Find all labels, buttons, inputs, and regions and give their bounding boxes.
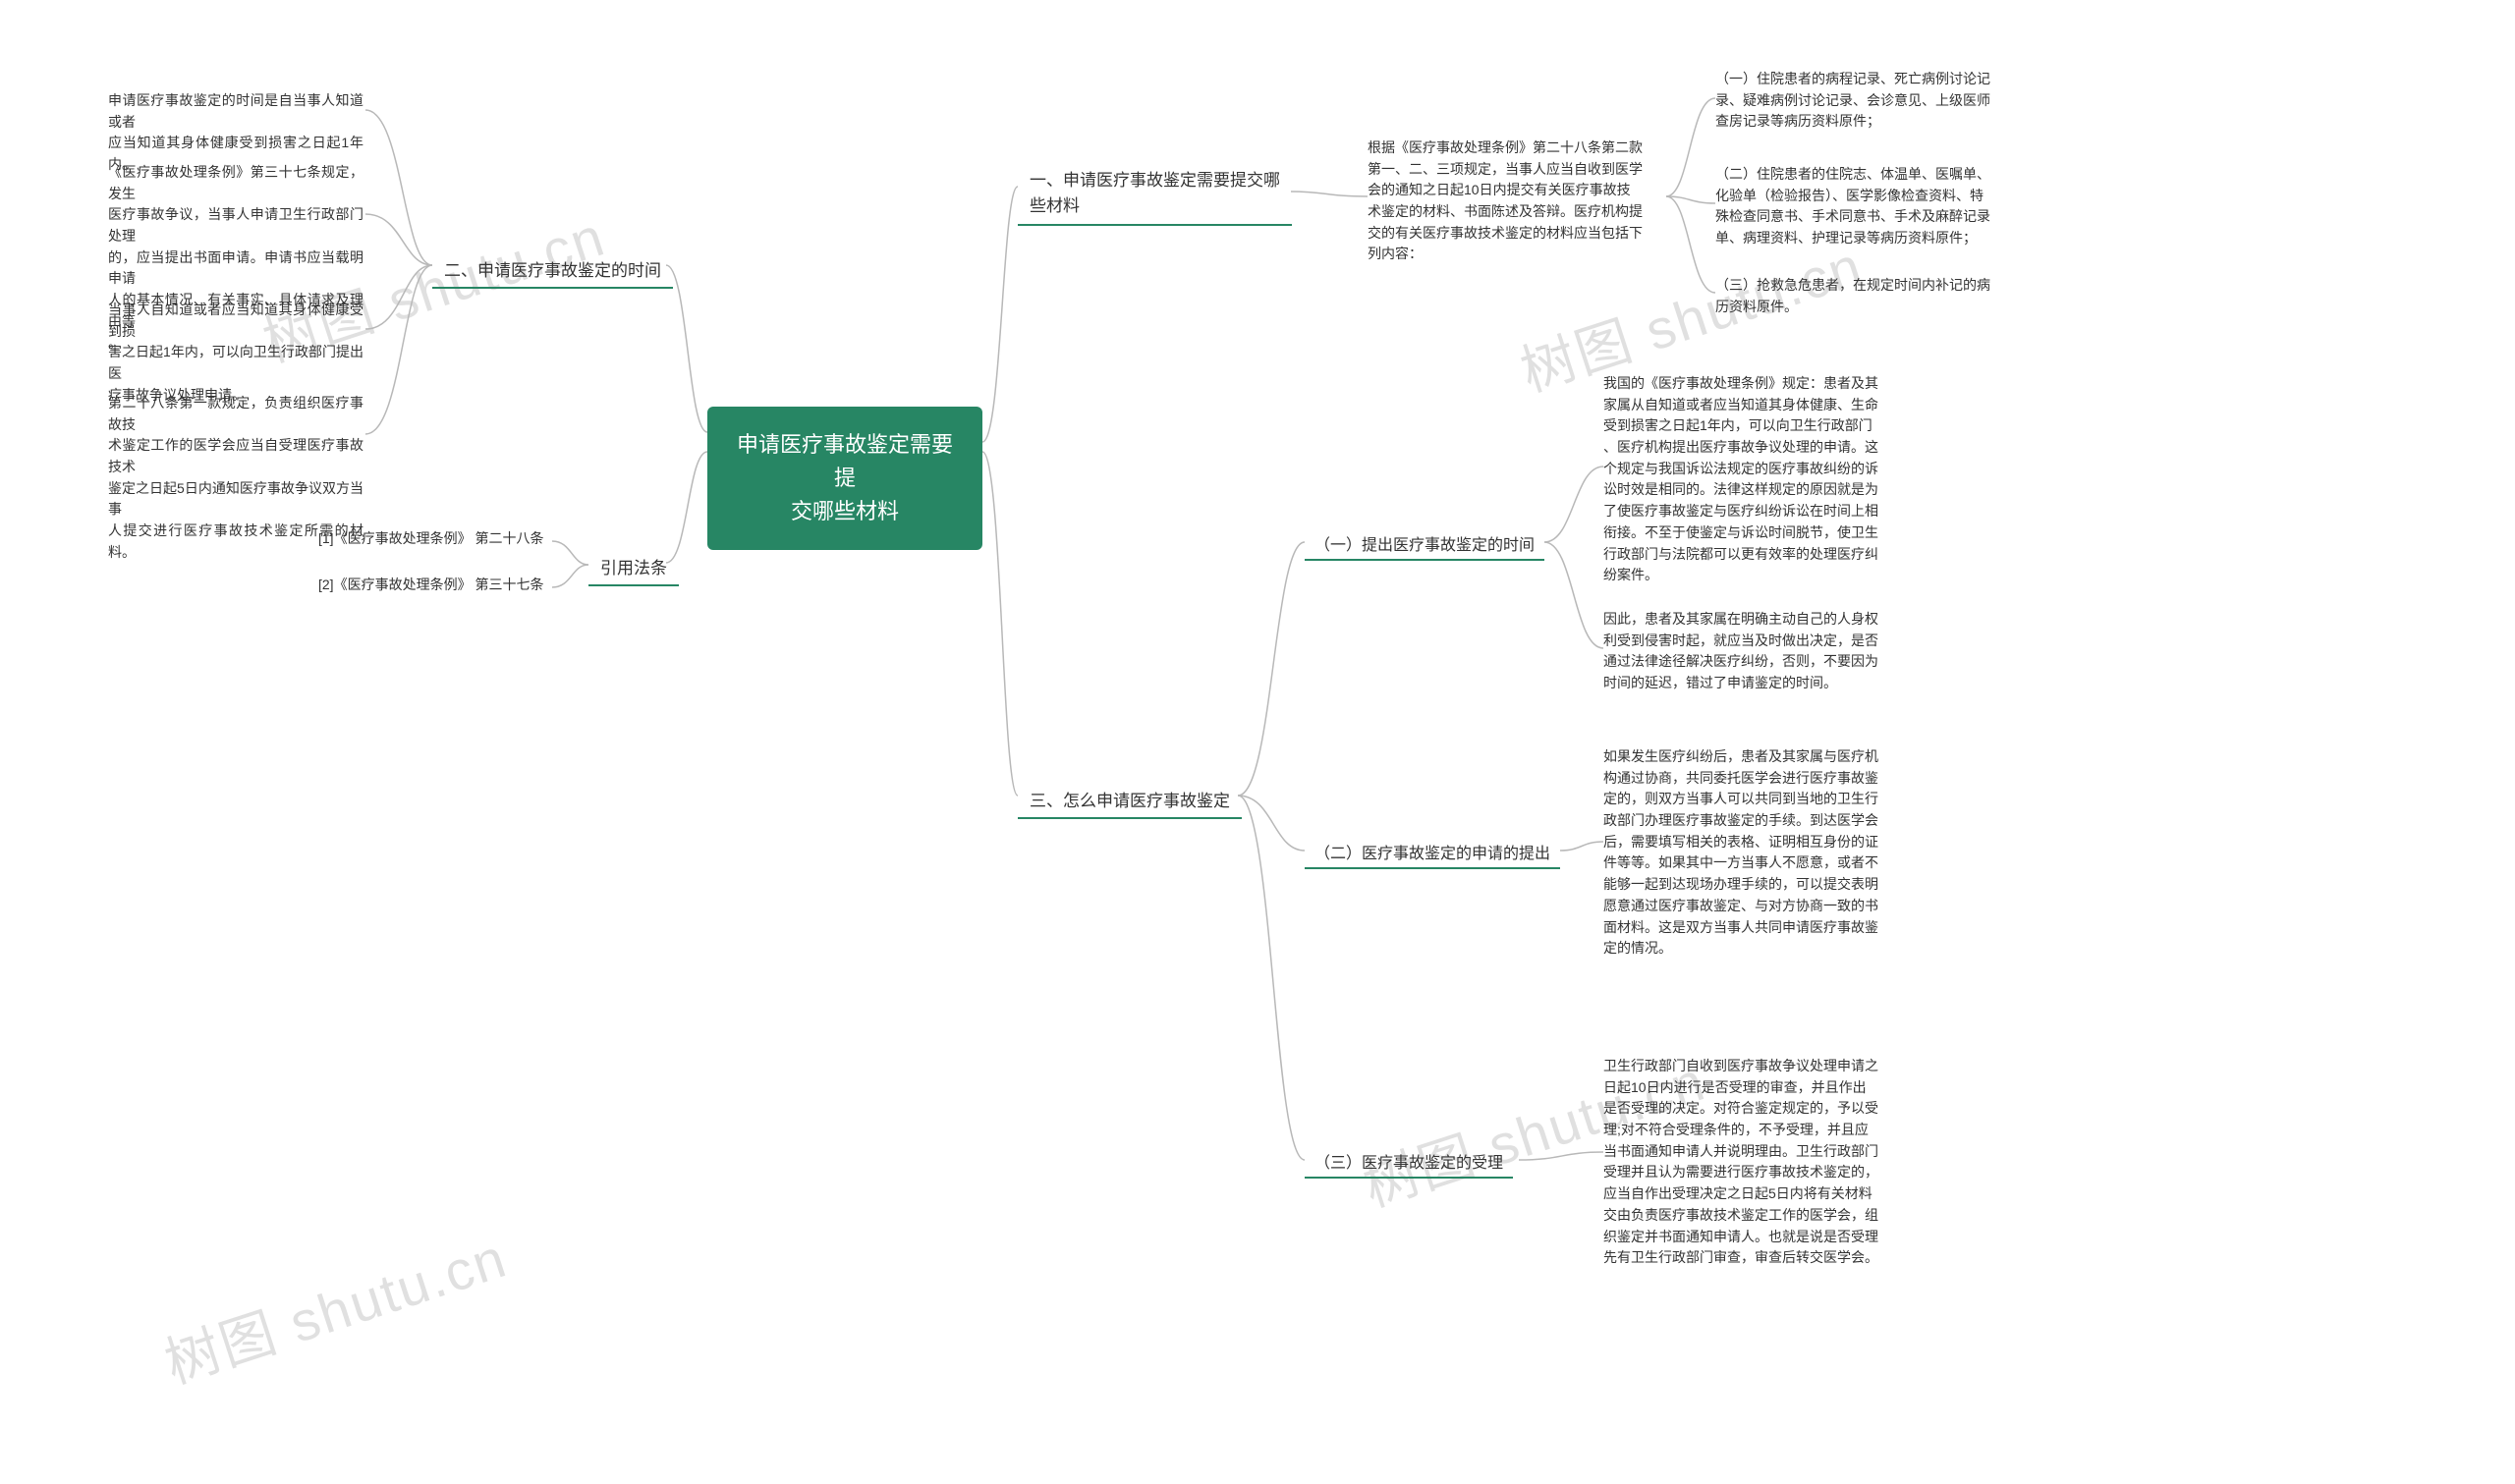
watermark: 树图 shutu.cn xyxy=(153,1214,516,1400)
center-node: 申请医疗事故鉴定需要提 交哪些材料 xyxy=(707,407,982,550)
branch-materials: 一、申请医疗事故鉴定需要提交哪 些材料 xyxy=(1018,162,1292,226)
branch1-sub: 根据《医疗事故处理条例》第二十八条第二款 第一、二、三项规定，当事人应当自收到医… xyxy=(1368,137,1643,265)
branch3-sub3: （三）医疗事故鉴定的受理 xyxy=(1305,1145,1513,1179)
branch-label-text: 三、怎么申请医疗事故鉴定 xyxy=(1030,792,1230,810)
branch-refs: 引用法条 xyxy=(588,548,679,586)
branch1-leaf-2: （二）住院患者的住院志、体温单、医嘱单、 化验单（检验报告）、医学影像检查资料、… xyxy=(1715,164,1990,249)
branch1-leaf-3: （三）抢救急危患者，在规定时间内补记的病 历资料原件。 xyxy=(1715,275,1990,317)
branch-label-text: 一、申请医疗事故鉴定需要提交哪 些材料 xyxy=(1030,171,1280,215)
branch3-sub3-leaf1: 卫生行政部门自收到医疗事故争议处理申请之 日起10日内进行是否受理的审查，并且作… xyxy=(1603,1056,1878,1269)
branch3-sub2-leaf1: 如果发生医疗纠纷后，患者及其家属与医疗机 构通过协商，共同委托医学会进行医疗事故… xyxy=(1603,746,1878,960)
branch-label-text: 引用法条 xyxy=(600,559,667,577)
branch3-sub2: （二）医疗事故鉴定的申请的提出 xyxy=(1305,836,1560,869)
branch2-leaf3: 当事人自知道或者应当知道其身体健康受到损 害之日起1年内，可以向卫生行政部门提出… xyxy=(108,300,363,406)
branch1-leaf-1: （一）住院患者的病程记录、死亡病例讨论记 录、疑难病例讨论记录、会诊意见、上级医… xyxy=(1715,69,1990,133)
refs-leaf2: [2]《医疗事故处理条例》 第三十七条 xyxy=(318,575,543,596)
branch-label-text: 二、申请医疗事故鉴定的时间 xyxy=(444,261,661,280)
refs-leaf1: [1]《医疗事故处理条例》 第二十八条 xyxy=(318,528,543,550)
branch-time: 二、申请医疗事故鉴定的时间 xyxy=(432,250,673,289)
branch3-sub1-leaf2: 因此，患者及其家属在明确主动自己的人身权 利受到侵害时起，就应当及时做出决定，是… xyxy=(1603,609,1878,694)
center-title-line2: 交哪些材料 xyxy=(791,499,899,523)
branch3-sub1-leaf1: 我国的《医疗事故处理条例》规定：患者及其 家属从自知道或者应当知道其身体健康、生… xyxy=(1603,373,1878,586)
center-title-line1: 申请医疗事故鉴定需要提 xyxy=(737,432,953,490)
branch-howto: 三、怎么申请医疗事故鉴定 xyxy=(1018,781,1242,819)
branch3-sub1: （一）提出医疗事故鉴定的时间 xyxy=(1305,527,1544,561)
